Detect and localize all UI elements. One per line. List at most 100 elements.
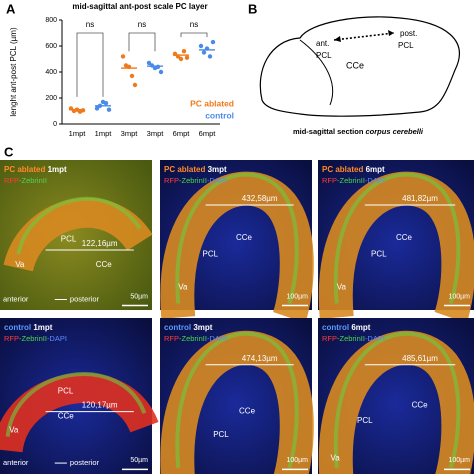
label: PCL bbox=[316, 51, 332, 60]
x-tick-label: 6mpt bbox=[199, 129, 217, 138]
timepoint: 1mpt bbox=[48, 165, 67, 174]
timepoint: 1mpt bbox=[33, 323, 52, 332]
panel-label: C bbox=[4, 144, 14, 159]
data-point bbox=[178, 56, 184, 62]
data-point bbox=[158, 69, 164, 75]
data-point bbox=[132, 82, 138, 88]
tile-header: PC ablated 3mpt bbox=[164, 165, 227, 174]
region-label: CCe bbox=[239, 407, 256, 416]
data-point bbox=[120, 54, 126, 59]
micrograph: control 6mpt RFP-ZebrinII-DAPI 485,61µm CCe… bbox=[318, 318, 474, 474]
tile-header: PC ablated 6mpt bbox=[322, 165, 385, 174]
panel-label: A bbox=[6, 1, 16, 16]
y-tick-label: 200 bbox=[45, 95, 57, 102]
region-label: Va bbox=[178, 283, 188, 292]
significance-label: ns bbox=[138, 20, 146, 29]
group-name: PC ablated bbox=[4, 165, 45, 174]
region-label: Va bbox=[330, 454, 340, 463]
tile-header: control 1mpt bbox=[4, 323, 53, 332]
region-label: CCe bbox=[58, 411, 75, 420]
group-name: PC ablated bbox=[164, 165, 205, 174]
axis-label: anterior bbox=[3, 458, 29, 467]
stain-label: RFP-ZebrinII-DAPI bbox=[164, 334, 227, 343]
tile-header: PC ablated 1mpt bbox=[4, 165, 67, 174]
stain-part: -DAPI bbox=[47, 334, 67, 343]
micrograph: control 3mpt RFP-ZebrinII-DAPI 474,13µm CCe… bbox=[160, 318, 314, 474]
significance-bracket bbox=[76, 32, 104, 97]
region-label: Va bbox=[337, 283, 347, 292]
stain-part: -DAPI bbox=[207, 334, 227, 343]
region-label: PCL bbox=[213, 430, 229, 439]
stain-part: RFP bbox=[322, 334, 337, 343]
y-tick-label: 600 bbox=[45, 43, 57, 50]
region-label: CCe bbox=[96, 260, 113, 269]
region-label: PCL bbox=[58, 386, 74, 395]
data-point bbox=[106, 107, 112, 112]
measure-label: 485,61µm bbox=[402, 354, 438, 363]
timepoint: 6mpt bbox=[366, 165, 385, 174]
measure-label: 432,58µm bbox=[242, 194, 278, 203]
region-label: Va bbox=[9, 425, 19, 434]
dotted-arrow bbox=[333, 32, 395, 41]
micrograph: control 1mpt RFP-ZebrinII-DAPI 120,17µm PCL… bbox=[0, 318, 159, 474]
stain-label: RFP-ZebrinII bbox=[4, 176, 47, 185]
caption: mid-sagittal section corpus cerebelli bbox=[293, 127, 424, 136]
micrograph: PC ablated 3mpt RFP-ZebrinII-DAPI 432,58µm… bbox=[160, 160, 314, 323]
cerebellum-outline bbox=[259, 16, 460, 117]
chart-title: mid-sagittal ant-post scale PC layer bbox=[72, 2, 207, 11]
tile-header: control 3mpt bbox=[164, 323, 213, 332]
micrograph: PC ablated 6mpt RFP-ZebrinII-DAPI 481,82µm… bbox=[318, 160, 474, 324]
inner-line bbox=[299, 39, 334, 106]
region-label: PCL bbox=[357, 416, 373, 425]
data-point bbox=[129, 73, 135, 79]
tissue-band bbox=[3, 197, 153, 273]
tile-header: control 6mpt bbox=[322, 323, 371, 332]
y-tick-label: 800 bbox=[45, 17, 57, 24]
data-point bbox=[181, 49, 187, 54]
data-point bbox=[184, 55, 190, 60]
tissue-edge bbox=[5, 372, 147, 437]
tissue-band bbox=[0, 373, 159, 454]
stain-label: RFP-ZebrinII-DAPI bbox=[164, 176, 227, 185]
tissue-edge bbox=[175, 172, 299, 305]
region-label: CCe bbox=[412, 400, 429, 409]
panel-label: B bbox=[248, 1, 257, 16]
legend-entry: control bbox=[205, 110, 234, 120]
group-name: PC ablated bbox=[322, 165, 363, 174]
data-point bbox=[94, 106, 100, 111]
measure-label: 120,17µm bbox=[82, 401, 118, 410]
stain-part: -ZebrinII bbox=[19, 334, 47, 343]
label: CCe bbox=[346, 60, 364, 70]
measure-label: 481,82µm bbox=[402, 194, 438, 203]
stain-part: -DAPI bbox=[365, 176, 385, 185]
stain-part: -DAPI bbox=[365, 334, 385, 343]
data-point bbox=[201, 50, 207, 55]
stain-part: -ZebrinII bbox=[179, 334, 207, 343]
caption-italic: corpus cerebelli bbox=[365, 127, 423, 136]
x-tick-label: 3mpt bbox=[147, 129, 165, 138]
stain-part: RFP bbox=[4, 334, 19, 343]
arrow-heads bbox=[334, 30, 394, 42]
axis-label: anterior bbox=[3, 294, 29, 303]
scale-label: 50µm bbox=[130, 293, 148, 300]
stain-part: RFP bbox=[4, 176, 19, 185]
stain-part: RFP bbox=[164, 176, 179, 185]
tissue-edge bbox=[16, 196, 142, 255]
region-label: PCL bbox=[61, 235, 77, 244]
region-label: CCe bbox=[396, 233, 413, 242]
label: post. bbox=[400, 29, 417, 38]
stain-part: -ZebrinII bbox=[337, 334, 365, 343]
x-tick-label: 3mpt bbox=[121, 129, 139, 138]
label: PCL bbox=[398, 41, 414, 50]
timepoint: 3mpt bbox=[193, 323, 212, 332]
stain-part: RFP bbox=[164, 334, 179, 343]
stain-label: RFP-ZebrinII-DAPI bbox=[4, 334, 67, 343]
y-axis-label: lenght ant-post PCL (µm) bbox=[9, 27, 18, 117]
significance-bracket bbox=[128, 32, 156, 52]
scale-label: 100µm bbox=[448, 293, 470, 300]
tissue-edge bbox=[333, 331, 461, 469]
caption-text: mid-sagittal section bbox=[293, 127, 366, 136]
micrograph: PC ablated 1mptRFP-ZebrinII122,16µmPCLCC… bbox=[0, 160, 153, 310]
